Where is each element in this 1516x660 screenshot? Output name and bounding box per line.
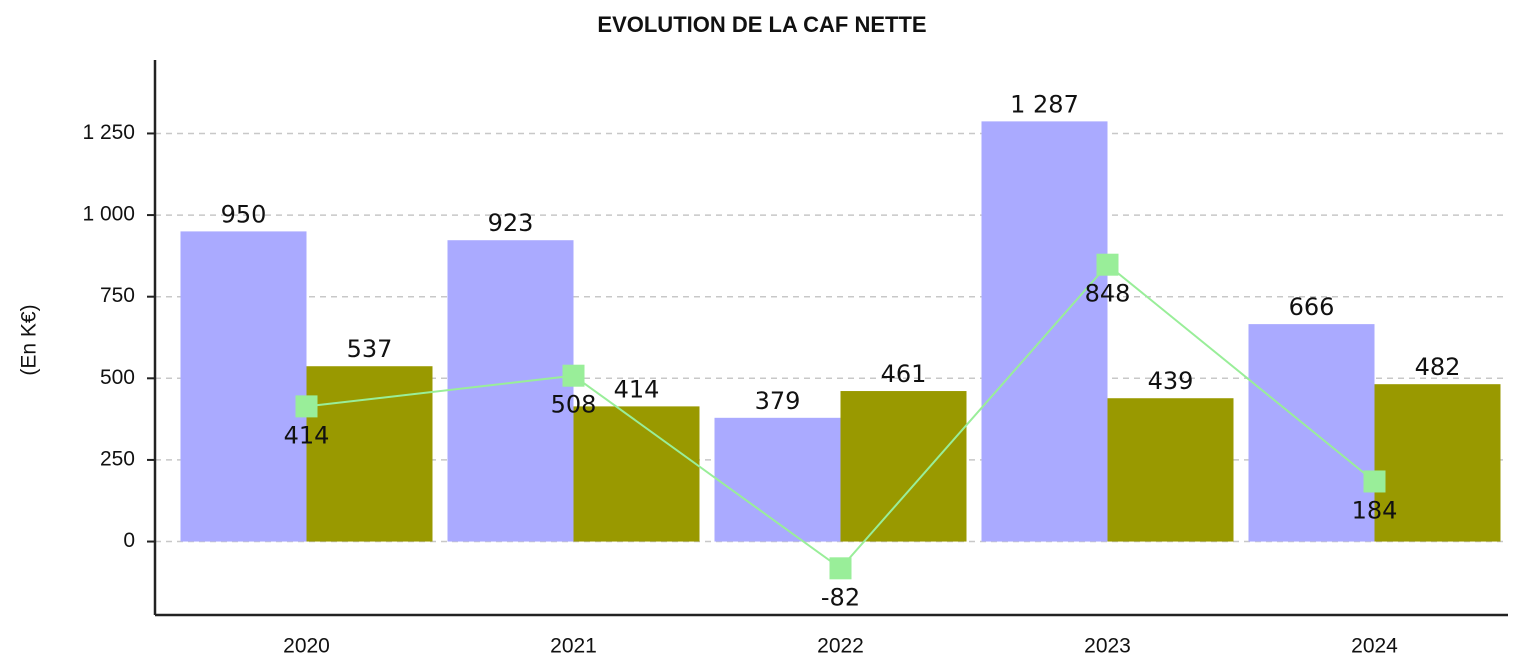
bar <box>306 366 433 542</box>
y-tick-label: 750 <box>100 284 135 307</box>
line-marker <box>562 364 585 387</box>
line-marker <box>1096 253 1119 276</box>
x-tick-label: 2021 <box>550 635 597 658</box>
y-tick-label: 1 000 <box>82 203 135 226</box>
data-label: 537 <box>347 335 393 363</box>
data-label: 666 <box>1289 293 1335 321</box>
y-tick-label: 500 <box>100 366 135 389</box>
data-label: 923 <box>488 209 534 237</box>
data-label: 848 <box>1085 280 1131 308</box>
line-marker <box>295 395 318 418</box>
data-label: 439 <box>1148 367 1194 395</box>
x-tick-label: 2020 <box>283 635 330 658</box>
y-tick-label: 1 250 <box>82 121 135 144</box>
line-marker <box>1363 470 1386 493</box>
data-label: 1 287 <box>1010 90 1079 118</box>
bar <box>981 121 1108 542</box>
x-tick-label: 2023 <box>1084 635 1131 658</box>
bar <box>447 240 574 542</box>
data-label: 184 <box>1352 496 1398 524</box>
x-tick-label: 2022 <box>817 635 864 658</box>
bar <box>1248 324 1375 542</box>
x-tick-label: 2024 <box>1351 635 1398 658</box>
data-label: 414 <box>284 421 330 449</box>
data-label: 461 <box>881 360 927 388</box>
bar <box>1374 384 1501 542</box>
data-label: 482 <box>1415 353 1461 381</box>
data-label: 414 <box>614 375 660 403</box>
y-tick-label: 250 <box>100 447 135 470</box>
bar <box>1107 398 1234 542</box>
data-label: -82 <box>821 583 860 611</box>
data-label: 379 <box>755 387 801 415</box>
chart-title: EVOLUTION DE LA CAF NETTE <box>597 12 926 37</box>
bar <box>840 391 967 542</box>
y-tick-label: 0 <box>123 529 135 552</box>
bar <box>714 417 841 542</box>
line-marker <box>829 557 852 580</box>
data-label: 950 <box>221 200 267 228</box>
bar <box>573 406 700 542</box>
data-label: 508 <box>551 391 597 419</box>
bar <box>180 231 307 542</box>
y-axis-label: (En K€) <box>18 304 41 375</box>
